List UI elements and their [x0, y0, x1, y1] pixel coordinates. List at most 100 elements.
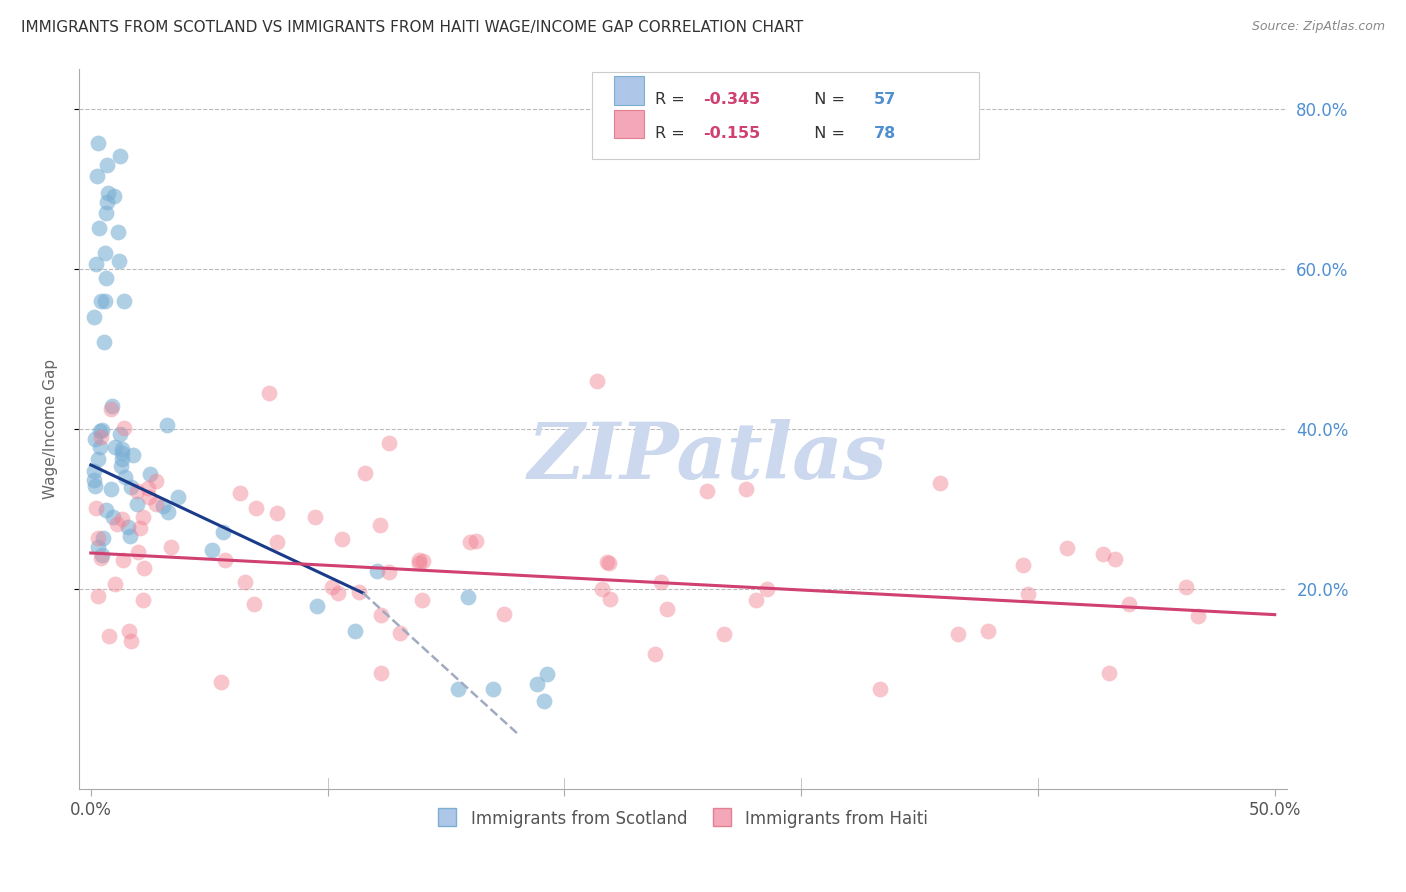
Point [110, 458, 132, 473]
Point [107, 225, 129, 239]
Point [111, 553, 134, 567]
Text: ZIPatlas: ZIPatlas [527, 419, 887, 496]
Point [101, 509, 124, 524]
Point [412, 554, 434, 568]
Point [229, 486, 252, 500]
Point [90, 430, 112, 444]
Point [89, 425, 111, 439]
Point [84, 501, 107, 516]
Point [526, 677, 548, 691]
Point [94, 270, 117, 285]
Point [1118, 597, 1140, 611]
FancyBboxPatch shape [614, 76, 644, 104]
FancyBboxPatch shape [614, 110, 644, 138]
Point [457, 590, 479, 604]
Point [266, 534, 288, 549]
Point [460, 534, 482, 549]
Point [1056, 541, 1078, 556]
Point [599, 591, 621, 606]
Point [91, 423, 114, 437]
Point [156, 505, 179, 519]
Point [122, 448, 145, 462]
Point [307, 599, 329, 614]
Point [120, 528, 142, 542]
Point [1012, 558, 1035, 573]
Text: R =: R = [655, 92, 690, 106]
Point [87, 452, 110, 467]
Point [91, 531, 114, 545]
Point [100, 399, 122, 413]
Point [321, 580, 343, 594]
Point [596, 555, 619, 569]
Point [650, 575, 672, 590]
Point [86, 169, 108, 184]
Point [94, 293, 117, 308]
Text: IMMIGRANTS FROM SCOTLAND VS IMMIGRANTS FROM HAITI WAGE/INCOME GAP CORRELATION CH: IMMIGRANTS FROM SCOTLAND VS IMMIGRANTS F… [21, 20, 803, 35]
Point [87, 221, 110, 235]
Point [869, 681, 891, 696]
Point [103, 189, 125, 203]
Point [408, 553, 430, 567]
Point [100, 401, 122, 416]
Point [111, 446, 134, 460]
Point [87, 531, 110, 545]
Point [145, 474, 167, 488]
Point [233, 575, 256, 590]
Point [1091, 547, 1114, 561]
Point [105, 517, 128, 532]
Point [108, 426, 131, 441]
Point [129, 521, 152, 535]
Point [370, 608, 392, 623]
Point [201, 543, 224, 558]
Legend: Immigrants from Scotland, Immigrants from Haiti: Immigrants from Scotland, Immigrants fro… [430, 804, 935, 835]
Point [586, 374, 609, 388]
Point [127, 483, 149, 498]
Point [389, 625, 412, 640]
Point [257, 385, 280, 400]
Point [134, 560, 156, 574]
Point [411, 593, 433, 607]
Point [160, 541, 183, 555]
Point [138, 490, 160, 504]
Point [111, 452, 134, 467]
Point [755, 582, 778, 597]
Point [84, 257, 107, 271]
Point [114, 470, 136, 484]
Point [734, 482, 756, 496]
Point [90, 551, 112, 566]
Point [152, 500, 174, 514]
Point [90, 294, 112, 309]
Point [1174, 580, 1197, 594]
Point [118, 624, 141, 638]
Point [598, 556, 620, 570]
Point [96, 206, 118, 220]
Text: 78: 78 [873, 126, 896, 141]
Point [100, 482, 122, 496]
Text: -0.345: -0.345 [703, 92, 761, 106]
Point [370, 665, 392, 680]
Point [94, 245, 117, 260]
Point [83, 464, 105, 478]
Point [343, 624, 366, 639]
Point [214, 552, 236, 566]
Point [245, 501, 267, 516]
Point [87, 540, 110, 554]
Point [89, 440, 111, 454]
Text: 57: 57 [873, 92, 896, 106]
Point [713, 626, 735, 640]
Point [112, 293, 135, 308]
Point [91, 548, 114, 562]
Point [84, 479, 107, 493]
Point [494, 607, 516, 621]
Point [97, 186, 120, 200]
Point [1098, 666, 1121, 681]
Point [328, 586, 350, 600]
Point [87, 136, 110, 150]
Point [655, 602, 678, 616]
Point [465, 533, 488, 548]
Text: N =: N = [804, 126, 849, 141]
Point [139, 467, 162, 481]
Point [108, 253, 131, 268]
Point [644, 648, 666, 662]
Point [97, 629, 120, 643]
